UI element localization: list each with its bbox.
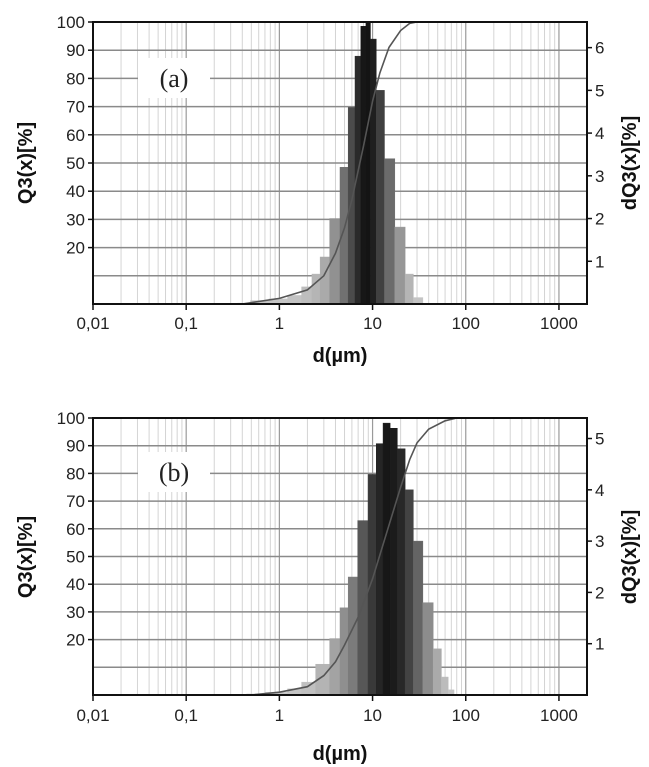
y-left-tick-label: 40 — [66, 182, 85, 201]
histogram-bar — [301, 681, 316, 696]
cumulative-line — [242, 21, 429, 305]
x-tick-label: 100 — [452, 314, 480, 333]
y-left-tick-label: 30 — [66, 603, 85, 622]
y-right-tick-label: 2 — [595, 210, 604, 229]
y-left-tick-label: 80 — [66, 464, 85, 483]
y-right-tick-label: 2 — [595, 583, 604, 602]
histogram-bar — [357, 520, 369, 696]
histogram-bar — [365, 21, 371, 305]
x-tick-label: 1000 — [540, 706, 578, 725]
chart-panel-a: 0,01 0,1 1 10 100 1000 100 90 80 70 60 50 40 30 20 6 5 4 3… — [15, 13, 641, 367]
y-right-tick-label: 3 — [595, 167, 604, 186]
histogram-bar — [404, 489, 414, 696]
y-left-tick-label: 80 — [66, 69, 85, 88]
x-tick-label: 10 — [363, 314, 382, 333]
x-tick-label: 100 — [452, 706, 480, 725]
y-right-tick-label: 3 — [595, 532, 604, 551]
y-left-tick-label: 70 — [66, 98, 85, 117]
histogram-bar — [389, 428, 398, 696]
panel-label: (b) — [159, 458, 189, 487]
x-tick-label: 0,01 — [76, 706, 109, 725]
x-tick-label: 0,01 — [76, 314, 109, 333]
y-left-tick-label: 100 — [57, 13, 85, 32]
panel-label: (a) — [160, 64, 189, 93]
histogram-bar — [367, 474, 377, 696]
y-left-tick-label: 70 — [66, 492, 85, 511]
y-left-tick-label: 60 — [66, 520, 85, 539]
histogram-bar — [360, 26, 367, 305]
y-left-tick-label: 60 — [66, 126, 85, 145]
histogram-bar — [384, 158, 396, 305]
histogram-bar — [376, 443, 384, 696]
y-left-tick-label: 90 — [66, 41, 85, 60]
x-tick-label: 1 — [275, 706, 284, 725]
histogram-bar — [441, 676, 449, 696]
histogram-bar — [376, 90, 385, 305]
panel-label-box — [138, 58, 210, 98]
y-left-tick-label: 100 — [57, 409, 85, 428]
x-tick-label: 1 — [275, 314, 284, 333]
x-tick-label: 10 — [363, 706, 382, 725]
histogram-bar — [382, 422, 391, 696]
y-left-tick-label: 20 — [66, 631, 85, 650]
y-right-tick-label: 6 — [595, 39, 604, 58]
y-right-tick-label: 5 — [595, 81, 604, 100]
y-left-tick-label: 90 — [66, 437, 85, 456]
y-left-tick-label: 30 — [66, 210, 85, 229]
y-right-tick-label: 5 — [595, 430, 604, 449]
chart-panel-b: 0,01 0,1 1 10 100 1000 100 90 80 70 60 50 40 30 20 5 4 3 2… — [15, 409, 641, 765]
y-right-tick-label: 4 — [595, 124, 604, 143]
y-right-tick-label: 4 — [595, 481, 604, 500]
histogram-bar — [347, 107, 356, 305]
histogram-bar — [319, 256, 330, 305]
histogram-bar — [404, 273, 414, 305]
panel-label-box — [138, 452, 210, 492]
y-axis-label-right: dQ3(x)[%] — [619, 116, 641, 210]
y-left-tick-label: 50 — [66, 548, 85, 567]
x-axis-label: d(µm) — [313, 743, 368, 765]
histogram-bar — [287, 295, 302, 305]
histogram-bar — [422, 602, 434, 696]
y-left-tick-label: 50 — [66, 154, 85, 173]
histogram-bar — [432, 648, 442, 696]
y-axis-label-left: Q3(x)[%] — [15, 516, 37, 598]
histogram-bar — [394, 226, 406, 305]
histogram-bar — [370, 38, 377, 305]
x-tick-label: 0,1 — [174, 314, 198, 333]
x-axis-label: d(µm) — [313, 345, 368, 367]
cumulative-line — [251, 417, 466, 696]
x-tick-label: 1000 — [540, 314, 578, 333]
x-tick-label: 0,1 — [174, 706, 198, 725]
y-right-tick-label: 1 — [595, 252, 604, 271]
y-right-tick-label: 1 — [595, 635, 604, 654]
y-left-tick-label: 20 — [66, 239, 85, 258]
y-left-tick-label: 40 — [66, 575, 85, 594]
histogram-bar — [413, 540, 424, 696]
y-axis-label-right: dQ3(x)[%] — [619, 510, 641, 604]
y-axis-label-left: Q3(x)[%] — [15, 122, 37, 204]
histogram-bar — [311, 273, 321, 305]
